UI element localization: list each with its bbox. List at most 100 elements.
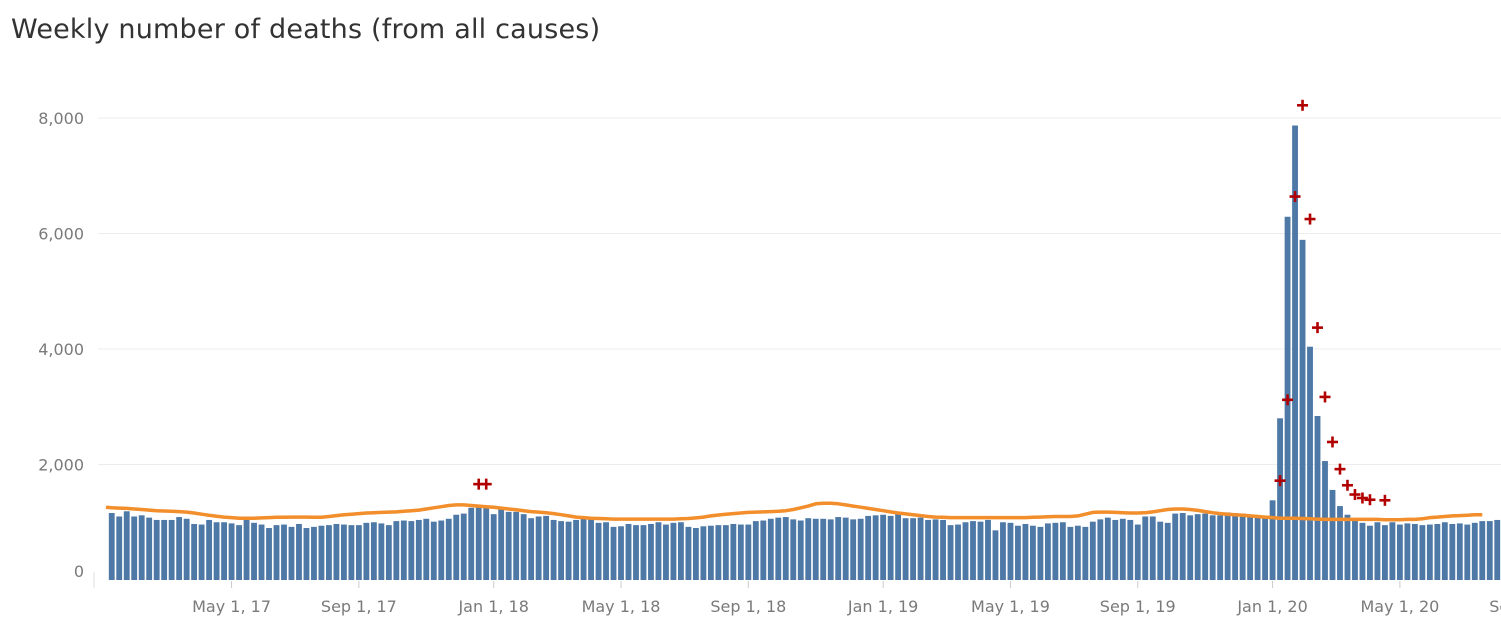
bar — [805, 518, 812, 580]
bar — [752, 521, 759, 580]
x-tick-label: Sep 1, 20 — [1489, 597, 1501, 616]
excess-marker — [1312, 322, 1324, 334]
bar — [1202, 513, 1209, 580]
bar — [1456, 523, 1463, 580]
bar — [917, 517, 924, 580]
bar — [393, 521, 400, 580]
chart-title: Weekly number of deaths (from all causes… — [11, 14, 601, 45]
bar — [977, 521, 984, 580]
bar — [827, 519, 834, 580]
x-tick-label: Jan 1, 20 — [1236, 597, 1307, 616]
excess-marker — [1356, 492, 1368, 504]
bar — [198, 524, 205, 580]
bar — [355, 525, 362, 580]
bar — [700, 526, 707, 580]
excess-marker — [1282, 394, 1294, 406]
bar — [722, 525, 729, 580]
bar — [573, 519, 579, 580]
bar — [138, 515, 145, 580]
bar — [1074, 525, 1081, 580]
excess-marker — [1297, 99, 1309, 111]
x-tick-label: Sep 1, 18 — [710, 597, 786, 616]
bar — [835, 517, 842, 580]
bar — [1149, 516, 1156, 580]
excess-marker — [1341, 479, 1353, 491]
excess-markers — [473, 99, 1391, 506]
bar — [775, 517, 782, 580]
bar — [595, 522, 602, 580]
y-tick-label: 8,000 — [38, 109, 84, 128]
bar — [153, 519, 160, 580]
bar — [895, 511, 902, 580]
bar — [1082, 526, 1089, 580]
bar — [161, 519, 168, 580]
bar — [1434, 523, 1441, 580]
x-tick-label: May 1, 17 — [192, 597, 271, 616]
bar — [168, 519, 175, 580]
bar — [206, 519, 213, 580]
bar — [1067, 526, 1074, 580]
bar — [1104, 517, 1111, 580]
bar — [1471, 522, 1478, 580]
bar — [1344, 514, 1351, 580]
bar — [670, 522, 677, 580]
bar — [1007, 522, 1014, 580]
y-axis: 0 2,000 4,000 6,000 8,000 — [38, 109, 84, 581]
bar — [1277, 418, 1283, 580]
bar — [618, 526, 624, 580]
bar — [146, 517, 153, 580]
bar — [1119, 518, 1126, 580]
bar — [633, 525, 639, 580]
bar — [520, 514, 527, 580]
bar — [1411, 523, 1418, 580]
bar — [992, 530, 999, 580]
bar — [1044, 523, 1051, 580]
bar — [423, 518, 430, 580]
x-tick-label: Jan 1, 18 — [457, 597, 528, 616]
bar — [1419, 525, 1426, 580]
bar — [1494, 519, 1501, 580]
bar — [692, 528, 699, 580]
bar — [842, 517, 849, 580]
y-tick-label: 4,000 — [38, 340, 84, 359]
bar — [1194, 514, 1201, 580]
excess-marker — [1289, 191, 1301, 203]
bar — [745, 524, 752, 580]
bar — [1374, 522, 1381, 580]
bar — [1389, 522, 1396, 580]
bar — [1367, 525, 1373, 580]
bar — [535, 516, 542, 580]
bar — [303, 528, 310, 580]
bar — [400, 520, 407, 580]
bar — [1441, 522, 1448, 580]
bar — [932, 519, 939, 580]
grid-lines — [98, 117, 1501, 465]
bar — [1015, 525, 1021, 580]
bar — [1172, 513, 1179, 580]
bar — [1464, 524, 1471, 580]
bar — [558, 521, 565, 580]
bar — [1314, 415, 1321, 580]
bar — [460, 513, 467, 580]
bar — [468, 507, 475, 580]
bar — [1127, 519, 1134, 580]
bar — [865, 515, 872, 580]
bar — [1426, 524, 1433, 580]
bar — [1000, 522, 1006, 580]
bar — [176, 517, 183, 580]
bar — [108, 513, 115, 580]
bar — [1097, 519, 1104, 580]
bar — [925, 519, 931, 580]
excess-marker — [1319, 391, 1331, 403]
bar — [1052, 522, 1059, 580]
bar — [1254, 517, 1261, 580]
bar — [1239, 513, 1246, 580]
bar — [228, 523, 235, 580]
bar — [857, 518, 864, 580]
bar — [850, 519, 857, 580]
bar — [311, 526, 317, 580]
bar — [378, 523, 385, 580]
bar — [1187, 515, 1194, 580]
bar — [767, 518, 774, 580]
bar — [281, 524, 287, 580]
